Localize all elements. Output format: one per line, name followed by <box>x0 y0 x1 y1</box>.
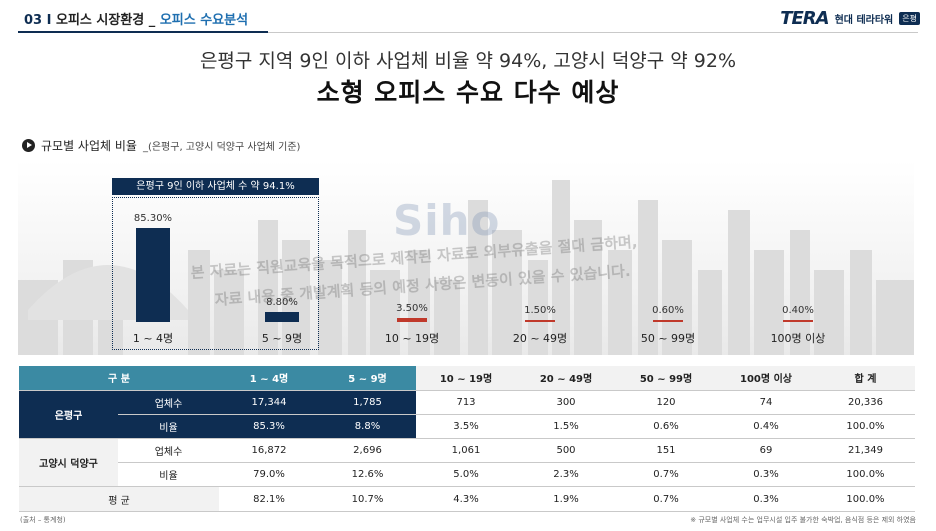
table-cell: 100.0% <box>816 414 915 440</box>
footnote: ※ 규모별 사업체 수는 업무시설 입주 불가한 숙박업, 음식점 등은 제외 … <box>690 516 916 524</box>
table-header-1-4: 1 ~ 4명 <box>219 366 319 391</box>
category-label: 50 ~ 99명 <box>640 332 696 345</box>
section-title: 03 I 오피스 시장환경 _ 오피스 수요분석 <box>24 9 248 28</box>
table-row: 비율 85.3% 8.8% 3.5% 1.5% 0.6% 0.4% 100.0% <box>19 414 915 440</box>
bar-1 <box>136 228 170 322</box>
watermark-logo: Siho <box>393 196 501 245</box>
section-name: 오피스 시장환경 _ <box>56 13 160 28</box>
table-row: 고양시 덕양구 업체수 16,872 2,696 1,061 500 151 6… <box>19 438 915 488</box>
logo-mark: TERA <box>780 7 829 29</box>
bar-value-label: 0.40% <box>782 304 814 316</box>
group-label-goyang-deogyang: 고양시 덕양구 <box>19 438 118 488</box>
table-cell: 0.4% <box>716 414 816 440</box>
row-label: 비율 <box>118 414 219 440</box>
table-cell: 0.3% <box>716 486 816 512</box>
table-cell: 3.5% <box>416 414 516 440</box>
table-cell: 85.3% <box>219 414 319 440</box>
group-label-eunpyeong: 은평구 <box>19 390 118 440</box>
table-cell: 1,785 <box>319 390 416 415</box>
table-cell: 16,872 <box>219 438 319 464</box>
chart-section-label: 규모별 사업체 비율 _(은평구, 고양시 덕양구 사업체 기준) <box>22 137 300 154</box>
average-label: 평 균 <box>19 486 219 512</box>
table-cell: 20,336 <box>816 390 915 415</box>
category-label: 100명 이상 <box>770 332 826 345</box>
bar-4 <box>525 319 555 322</box>
table-cell: 2.3% <box>516 462 616 488</box>
category-label: 10 ~ 19명 <box>384 332 440 345</box>
business-size-table: 구 분 1 ~ 4명 5 ~ 9명 10 ~ 19명 20 ~ 49명 50 ~… <box>19 366 915 512</box>
table-cell: 12.6% <box>319 462 416 488</box>
bar-value-label: 8.80% <box>266 297 298 309</box>
table-cell: 21,349 <box>816 438 915 464</box>
table-row: 은평구 업체수 17,344 1,785 713 300 120 74 20,3… <box>19 390 915 440</box>
table-header-100-plus: 100명 이상 <box>716 366 816 391</box>
table-header-total: 합 계 <box>816 366 915 391</box>
table-header-50-99: 50 ~ 99명 <box>616 366 716 391</box>
table-cell: 79.0% <box>219 462 319 488</box>
highlight-callout: 은평구 9인 이하 사업체 수 약 94.1% <box>112 178 319 195</box>
table-cell: 0.6% <box>616 414 716 440</box>
brand-logo: TERA 현대 테라타워 은평 <box>780 7 920 29</box>
table-cell: 8.8% <box>319 414 416 440</box>
table-cell: 100.0% <box>816 486 915 512</box>
table-cell: 151 <box>616 438 716 464</box>
bar-6 <box>783 319 813 322</box>
table-header-5-9: 5 ~ 9명 <box>319 366 416 391</box>
category-label: 20 ~ 49명 <box>512 332 568 345</box>
section-subtitle: 오피스 수요분석 <box>159 13 249 28</box>
headline-main: 소형 오피스 수요 다수 예상 <box>316 78 620 107</box>
bar-value-label: 0.60% <box>652 304 684 316</box>
table-cell: 17,344 <box>219 390 319 415</box>
table-cell: 4.3% <box>416 486 516 512</box>
table-header-category: 구 분 <box>19 366 219 391</box>
table-row-average: 평 균 82.1% 10.7% 4.3% 1.9% 0.7% 0.3% 100.… <box>19 486 915 512</box>
table-cell: 0.7% <box>616 486 716 512</box>
bar-value-label: 3.50% <box>396 303 428 315</box>
chart-section-subtitle: _(은평구, 고양시 덕양구 사업체 기준) <box>142 142 301 153</box>
table-cell: 1.5% <box>516 414 616 440</box>
chart-section-title: 규모별 사업체 비율 <box>41 139 137 153</box>
bar-2 <box>265 312 299 322</box>
category-label: 1 ~ 4명 <box>132 332 174 345</box>
row-label: 비율 <box>118 462 219 488</box>
play-bullet-icon <box>22 139 35 152</box>
bar-5 <box>653 319 683 322</box>
bar-value-label: 1.50% <box>524 304 556 316</box>
table-cell: 5.0% <box>416 462 516 488</box>
table-cell: 2,696 <box>319 438 416 464</box>
category-label: 5 ~ 9명 <box>261 332 303 345</box>
table-cell: 1,061 <box>416 438 516 464</box>
table-cell: 100.0% <box>816 462 915 488</box>
table-row: 비율 79.0% 12.6% 5.0% 2.3% 0.7% 0.3% 100.0… <box>19 462 915 488</box>
logo-text: 현대 테라타워 <box>834 14 894 26</box>
table-cell: 69 <box>716 438 816 464</box>
slide-header: 03 I 오피스 시장환경 _ 오피스 수요분석 TERA 현대 테라타워 은평 <box>0 0 936 36</box>
header-divider-accent <box>18 31 268 33</box>
source-note: (출처 – 통계청) <box>20 516 66 524</box>
table-cell: 713 <box>416 390 516 415</box>
headline-summary: 은평구 지역 9인 이하 사업체 비율 약 94%, 고양시 덕양구 약 92% <box>199 50 737 72</box>
row-label: 업체수 <box>118 438 219 464</box>
header-divider <box>18 32 918 33</box>
logo-badge: 은평 <box>899 11 920 25</box>
table-header-20-49: 20 ~ 49명 <box>516 366 616 391</box>
section-number: 03 I <box>24 13 52 28</box>
table-cell: 500 <box>516 438 616 464</box>
table-header-row: 구 분 1 ~ 4명 5 ~ 9명 10 ~ 19명 20 ~ 49명 50 ~… <box>19 366 915 391</box>
table-cell: 82.1% <box>219 486 319 512</box>
table-cell: 0.3% <box>716 462 816 488</box>
table-header-10-19: 10 ~ 19명 <box>416 366 516 391</box>
table-cell: 74 <box>716 390 816 415</box>
row-label: 업체수 <box>118 390 219 415</box>
table-cell: 1.9% <box>516 486 616 512</box>
highlight-box <box>112 197 319 350</box>
table-cell: 10.7% <box>319 486 416 512</box>
table-cell: 0.7% <box>616 462 716 488</box>
table-cell: 120 <box>616 390 716 415</box>
table-cell: 300 <box>516 390 616 415</box>
bar-3 <box>397 318 427 322</box>
bar-value-label: 85.30% <box>133 213 173 225</box>
